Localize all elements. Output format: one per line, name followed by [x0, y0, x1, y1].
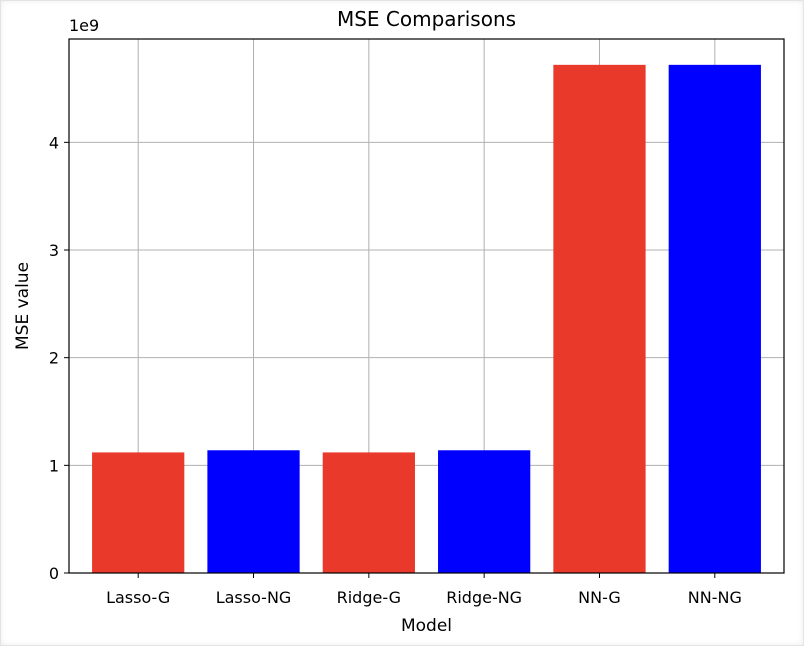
bar-nn-ng — [668, 64, 761, 573]
x-tick-label: Ridge-NG — [446, 588, 522, 607]
bar-lasso-ng — [207, 450, 300, 573]
y-tick-label: 3 — [49, 241, 59, 260]
bar-ridge-ng — [438, 450, 531, 573]
bar-ridge-g — [322, 452, 415, 573]
x-tick-label: Ridge-G — [337, 588, 401, 607]
x-tick-label: NN-G — [578, 588, 621, 607]
x-tick-label: Lasso-G — [106, 588, 170, 607]
axis-ticks: Lasso-G Lasso-NG Ridge-G Ridge-NG NN-G NN-NG 0… — [49, 133, 742, 607]
y-tick-label: 2 — [49, 349, 59, 368]
x-tick-label: Lasso-NG — [216, 588, 292, 607]
y-axis-offset-label: 1e9 — [69, 16, 99, 35]
chart-title: MSE Comparisons — [337, 7, 516, 31]
bars — [92, 64, 761, 573]
bar-nn-g — [553, 64, 646, 573]
y-tick-label: 0 — [49, 564, 59, 583]
plot-area-border — [68, 38, 785, 574]
y-tick-label: 1 — [49, 456, 59, 475]
x-tick-label: NN-NG — [688, 588, 742, 607]
bar-lasso-g — [92, 452, 185, 573]
x-axis-label: Model — [401, 616, 452, 636]
y-tick-label: 4 — [49, 133, 59, 152]
y-axis-label: MSE value — [13, 262, 33, 350]
